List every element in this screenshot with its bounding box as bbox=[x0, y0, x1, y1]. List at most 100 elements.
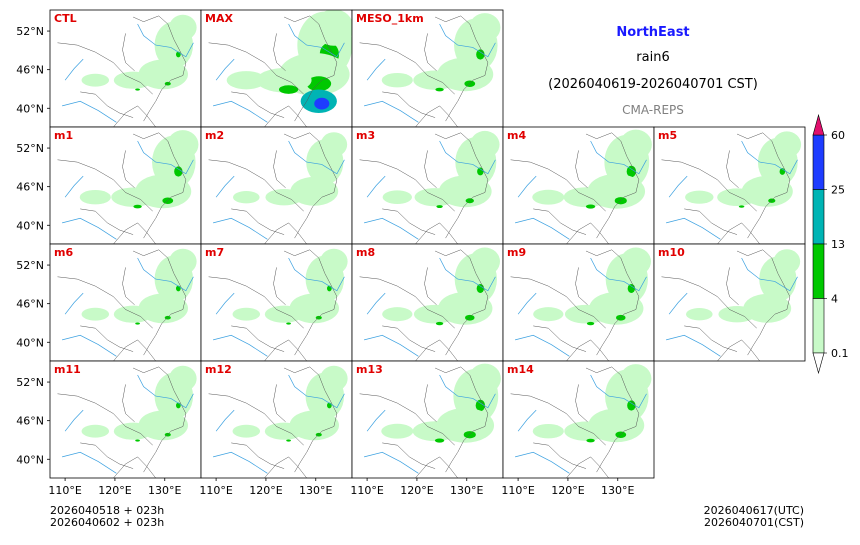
lat-tick-label: 52°N bbox=[16, 259, 44, 272]
boundary-line bbox=[575, 267, 588, 305]
rain-area-light bbox=[81, 307, 110, 321]
map-panel: m2 bbox=[200, 126, 353, 245]
boundary-line bbox=[424, 267, 437, 305]
river-line bbox=[668, 175, 688, 198]
river-line bbox=[517, 175, 537, 198]
rain-area-light bbox=[718, 305, 756, 323]
rain-area-moderate bbox=[463, 431, 476, 439]
lon-tick-label: 110°E bbox=[350, 484, 383, 497]
rain-area-moderate bbox=[465, 314, 475, 321]
boundary-line bbox=[57, 276, 153, 329]
rain-area-moderate bbox=[627, 400, 636, 411]
boundary-line bbox=[57, 393, 153, 446]
rain-area-light bbox=[169, 14, 197, 41]
boundary-line bbox=[359, 276, 455, 329]
rain-area-light bbox=[232, 307, 261, 321]
river-line bbox=[213, 334, 268, 357]
boundary-line bbox=[132, 132, 187, 239]
boundary-line bbox=[726, 150, 739, 188]
rain-area-moderate bbox=[476, 49, 485, 60]
rain-area-light bbox=[381, 423, 414, 439]
panel-label: m12 bbox=[205, 363, 232, 376]
river-line bbox=[666, 334, 721, 357]
boundary-line bbox=[273, 33, 286, 71]
colorbar-tick-label: 25 bbox=[831, 184, 845, 197]
boundary-line bbox=[736, 132, 791, 239]
valid-time-utc: 2026040617(UTC) bbox=[703, 504, 804, 517]
river-line bbox=[215, 292, 235, 315]
rain-area-light bbox=[256, 68, 312, 93]
colorbar-min-arrow bbox=[812, 352, 825, 375]
colorbar-tick-label: 4 bbox=[831, 293, 838, 306]
river-line bbox=[366, 175, 386, 198]
rain-area-moderate bbox=[164, 315, 171, 320]
lon-tick-label: 130°E bbox=[601, 484, 634, 497]
panel-label: CTL bbox=[54, 12, 77, 25]
rain-area-moderate bbox=[164, 432, 171, 437]
river-line bbox=[64, 292, 84, 315]
rain-area-moderate bbox=[315, 432, 322, 437]
river-line bbox=[439, 374, 496, 409]
region-title: NorthEast bbox=[616, 25, 690, 40]
panel-label: m10 bbox=[658, 246, 685, 259]
map-panel-frame bbox=[653, 243, 806, 362]
boundary-line bbox=[113, 222, 156, 244]
rain-area-light bbox=[772, 131, 802, 158]
panel-label: m14 bbox=[507, 363, 534, 376]
river-line bbox=[668, 292, 688, 315]
boundary-line bbox=[585, 132, 640, 239]
boundary-line bbox=[122, 267, 135, 305]
boundary-line bbox=[273, 150, 286, 188]
map-panel: m5 bbox=[653, 126, 806, 245]
map-panel: m13 bbox=[351, 360, 504, 479]
colorbar-segment bbox=[812, 298, 825, 354]
boundary-line bbox=[415, 456, 458, 478]
map-panel-frame bbox=[502, 360, 655, 479]
rain-area-light bbox=[265, 188, 303, 206]
river-line bbox=[213, 451, 268, 474]
rain-area-light bbox=[563, 187, 609, 208]
boundary-line bbox=[132, 249, 187, 356]
boundary-line bbox=[264, 339, 307, 361]
boundary-line bbox=[208, 276, 304, 329]
rain-area-light bbox=[226, 71, 266, 90]
lon-tick-label: 110°E bbox=[501, 484, 534, 497]
river-line bbox=[213, 100, 268, 123]
rain-area-moderate bbox=[477, 167, 484, 176]
rain-area-light bbox=[381, 72, 413, 88]
lon-tick-label: 120°E bbox=[551, 484, 584, 497]
rain-area-moderate bbox=[465, 198, 474, 204]
map-panel: m6 bbox=[49, 243, 202, 362]
map-panel: m3 bbox=[351, 126, 504, 245]
rain-area-severe bbox=[314, 97, 330, 110]
rain-area-light bbox=[79, 189, 111, 205]
boundary-line bbox=[264, 105, 307, 127]
lon-tick-label: 130°E bbox=[299, 484, 332, 497]
rain-area-light bbox=[169, 248, 197, 275]
river-line bbox=[137, 374, 194, 409]
river-line bbox=[366, 58, 386, 81]
rain-area-moderate bbox=[614, 197, 627, 205]
rain-area-light bbox=[619, 129, 652, 160]
boundary-line bbox=[566, 339, 609, 361]
panel-label: m7 bbox=[205, 246, 224, 259]
map-panel: m1 bbox=[49, 126, 202, 245]
lat-tick-label: 52°N bbox=[16, 142, 44, 155]
rain-area-light bbox=[620, 247, 651, 276]
river-line bbox=[215, 175, 235, 198]
rain-area-light bbox=[620, 364, 652, 394]
rain-area-moderate bbox=[436, 205, 443, 208]
colorbar: 0.1 4 13 25 60 bbox=[812, 113, 849, 375]
boundary-line bbox=[575, 384, 588, 422]
rain-area-moderate bbox=[135, 88, 140, 91]
boundary-line bbox=[510, 393, 606, 446]
lat-tick-label: 40°N bbox=[16, 453, 44, 466]
rain-area-light bbox=[470, 130, 500, 159]
rain-area-moderate bbox=[306, 76, 332, 92]
river-line bbox=[366, 292, 386, 315]
river-line bbox=[517, 292, 537, 315]
river-line bbox=[741, 257, 798, 292]
boundary-line bbox=[566, 222, 609, 244]
